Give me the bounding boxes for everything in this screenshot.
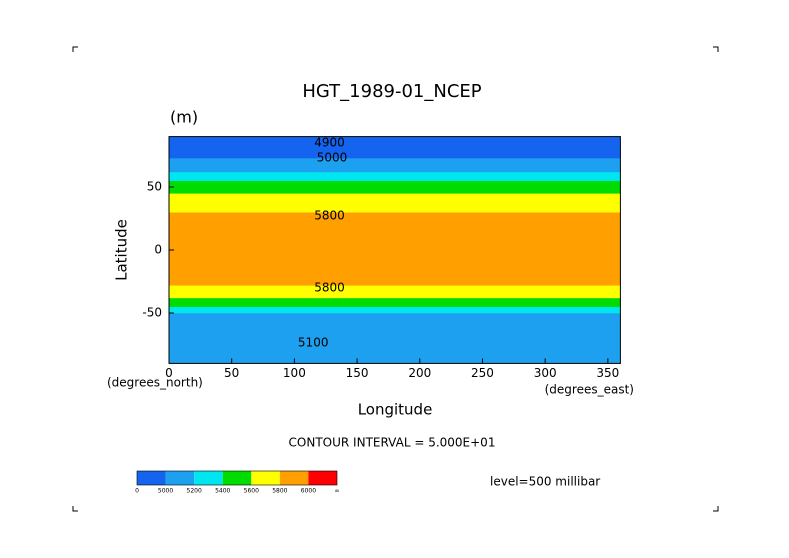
colorbar-swatch (308, 471, 337, 485)
chart-title: HGT_1989-01_NCEP (302, 81, 481, 102)
y-unit-label: (degrees_north) (107, 376, 203, 390)
y-tick-label: 50 (147, 180, 162, 194)
y-tick-label: 0 (154, 243, 162, 257)
colorbar-frame (136, 470, 338, 486)
x-tick-label: 100 (283, 366, 306, 380)
contour-label: 4900 (314, 135, 345, 149)
colorbar-swatch (194, 471, 223, 485)
colorbar-label: 5000 (158, 488, 173, 495)
contour-fill (169, 306, 621, 314)
colorbar-label: ∞ (335, 488, 340, 495)
contour-fill (169, 250, 621, 286)
x-axis-title: Longitude (358, 401, 433, 419)
colorbar-label: 5800 (272, 488, 287, 495)
x-unit-label: (degrees_east) (545, 383, 634, 397)
x-tick-label: 150 (346, 366, 369, 380)
contour-fill (169, 158, 621, 173)
contour-fill (169, 285, 621, 299)
contour-label: 5100 (298, 336, 329, 350)
corner-mark (72, 46, 719, 512)
colorbar-swatch (251, 471, 280, 485)
colorbar-label: 5400 (215, 488, 230, 495)
contour-fill (169, 338, 621, 364)
colorbar-swatch (279, 471, 309, 485)
x-tick-label: 250 (471, 366, 494, 380)
corner-marks (72, 46, 719, 512)
units-label: (m) (170, 108, 198, 127)
colorbar-swatch (222, 471, 252, 485)
colorbar-label: 5200 (187, 488, 202, 495)
colorbar-label: 0 (135, 488, 139, 495)
contour-label: 5000 (317, 151, 348, 165)
colorbar-label: 5600 (244, 488, 259, 495)
x-tick-label: 0 (165, 366, 173, 380)
y-tick-label: -50 (142, 306, 162, 320)
y-axis-title: Latitude (113, 219, 131, 281)
contour-fill (169, 193, 621, 213)
contour-fill (169, 171, 621, 181)
colorbar-label: 6000 (301, 488, 316, 495)
level-label: level=500 millibar (490, 475, 600, 489)
contour-label: 5800 (314, 280, 345, 294)
contour-fill (169, 297, 621, 307)
x-tick-label: 300 (534, 366, 557, 380)
contour-fill (169, 212, 621, 251)
contour-label: 5800 (314, 208, 345, 222)
contour-fill (169, 136, 621, 159)
x-tick-label: 350 (596, 366, 619, 380)
contour-interval: CONTOUR INTERVAL = 5.000E+01 (289, 436, 496, 450)
colorbar-swatch (137, 471, 166, 485)
contour-fill (169, 313, 621, 339)
x-tick-label: 50 (224, 366, 239, 380)
colorbar-swatch (165, 471, 195, 485)
x-tick-label: 200 (408, 366, 431, 380)
contour-fill (169, 180, 621, 194)
